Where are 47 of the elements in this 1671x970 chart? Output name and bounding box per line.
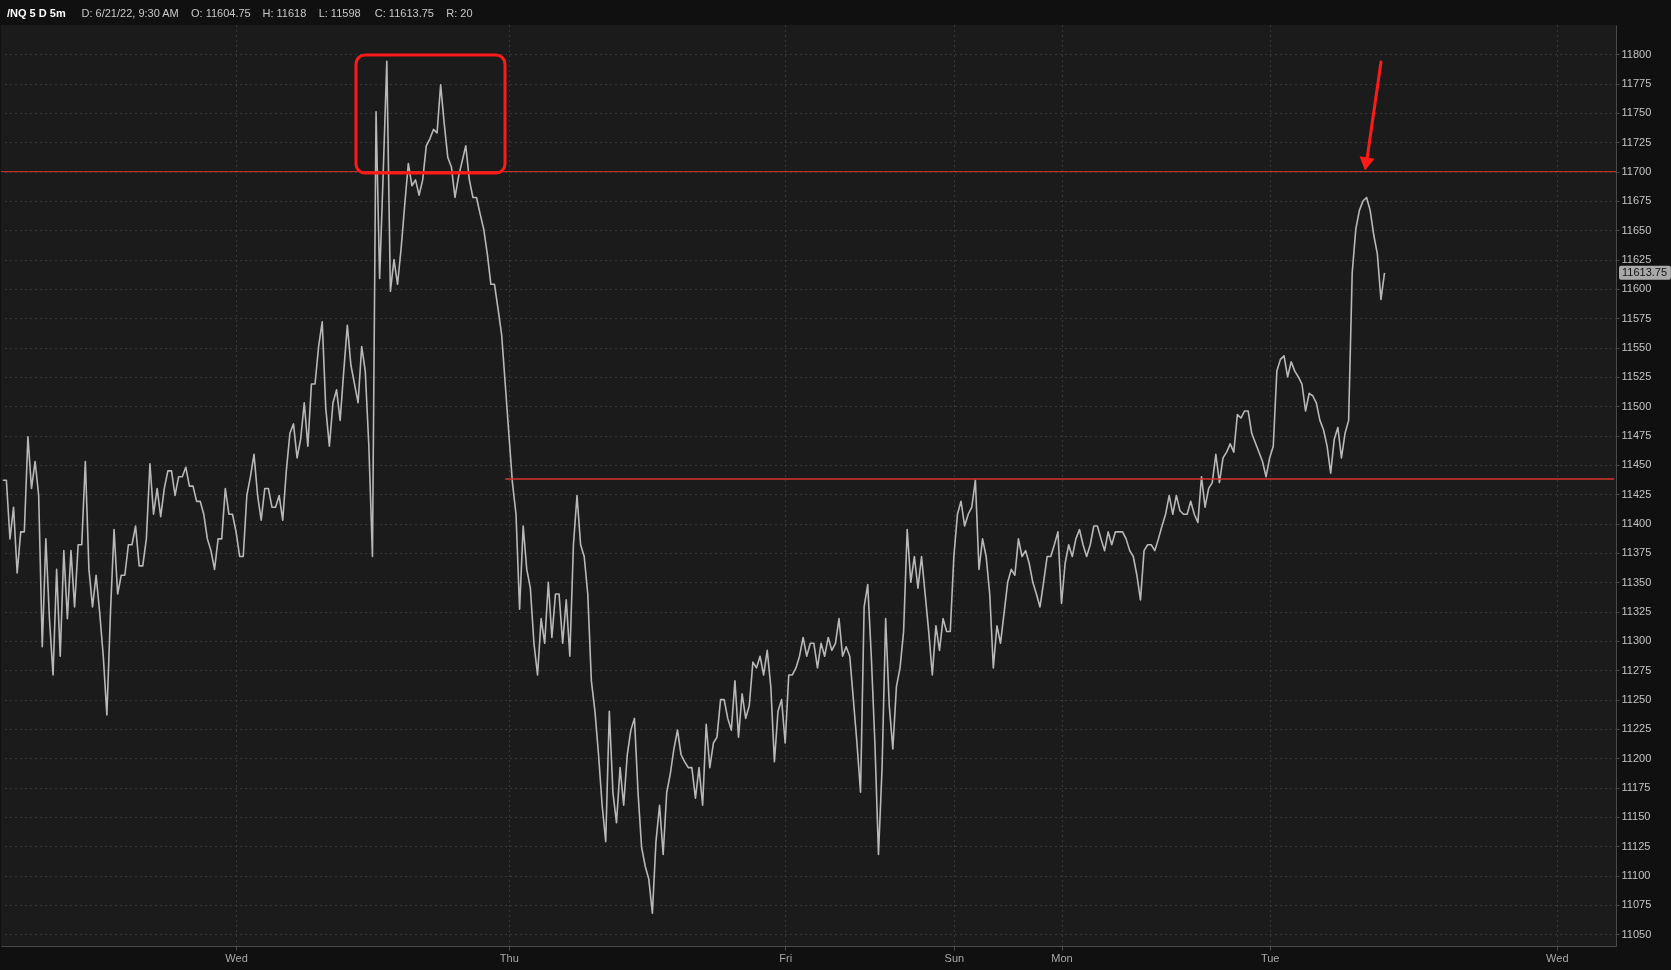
y-tick-label: 11675 bbox=[1621, 194, 1652, 207]
y-tick-label: 11525 bbox=[1621, 370, 1652, 383]
y-tick-label: 11175 bbox=[1621, 781, 1651, 794]
y-tick-label: 11100 bbox=[1621, 869, 1651, 882]
y-tick-label: 11350 bbox=[1621, 575, 1652, 588]
y-tick-label: 11400 bbox=[1621, 517, 1652, 530]
y-tick-label: 11725 bbox=[1621, 135, 1652, 148]
x-tick-label: Wed bbox=[225, 951, 248, 964]
text: R: 20 bbox=[446, 7, 473, 19]
x-tick-label: Wed bbox=[1546, 951, 1569, 964]
y-tick-label: 11125 bbox=[1621, 839, 1651, 852]
y-tick-label: 11750 bbox=[1621, 106, 1652, 119]
y-tick-label: 11650 bbox=[1621, 223, 1652, 236]
y-tick-label: 11475 bbox=[1621, 429, 1652, 442]
y-tick-label: 11225 bbox=[1621, 722, 1652, 735]
y-tick-label: 11700 bbox=[1621, 165, 1652, 178]
y-tick-label: 11300 bbox=[1621, 634, 1652, 647]
text: O: 11604.75 bbox=[191, 7, 251, 19]
y-tick-label: 11375 bbox=[1621, 546, 1652, 559]
x-tick-label: Fri bbox=[779, 951, 793, 964]
y-tick-label: 11575 bbox=[1621, 311, 1652, 324]
y-tick-label: 11800 bbox=[1621, 47, 1652, 60]
y-tick-label: 11775 bbox=[1621, 77, 1652, 90]
text: D: 6/21/22, 9:30 AM bbox=[81, 7, 179, 19]
y-tick-label: 11150 bbox=[1621, 810, 1651, 823]
text: H: 11618 bbox=[262, 7, 307, 19]
y-tick-label: 11050 bbox=[1621, 927, 1652, 940]
y-tick-label: 11250 bbox=[1621, 693, 1652, 706]
y-tick-label: 11075 bbox=[1621, 898, 1652, 911]
text: C: 11613.75 bbox=[374, 7, 434, 19]
text: L: 11598 bbox=[318, 7, 361, 19]
line-series bbox=[1, 60, 1386, 914]
x-tick-label: Thu bbox=[499, 951, 519, 964]
x-tick-label: Mon bbox=[1051, 951, 1073, 964]
y-tick-label: 11450 bbox=[1621, 458, 1652, 471]
y-tick-label: 11600 bbox=[1621, 282, 1652, 295]
chart-title: /NQ 5 D 5m bbox=[7, 7, 66, 19]
x-tick-label: Sun bbox=[944, 951, 965, 964]
y-tick-label: 11425 bbox=[1621, 487, 1652, 500]
text: 11613.75 bbox=[1622, 265, 1668, 278]
y-tick-label: 11200 bbox=[1621, 751, 1652, 764]
y-tick-label: 11500 bbox=[1621, 399, 1652, 412]
y-tick-label: 11625 bbox=[1621, 253, 1652, 266]
y-tick-label: 11275 bbox=[1621, 663, 1652, 676]
y-tick-label: 11325 bbox=[1621, 605, 1652, 618]
x-tick-label: Tue bbox=[1260, 951, 1280, 964]
y-tick-label: 11550 bbox=[1621, 341, 1652, 354]
